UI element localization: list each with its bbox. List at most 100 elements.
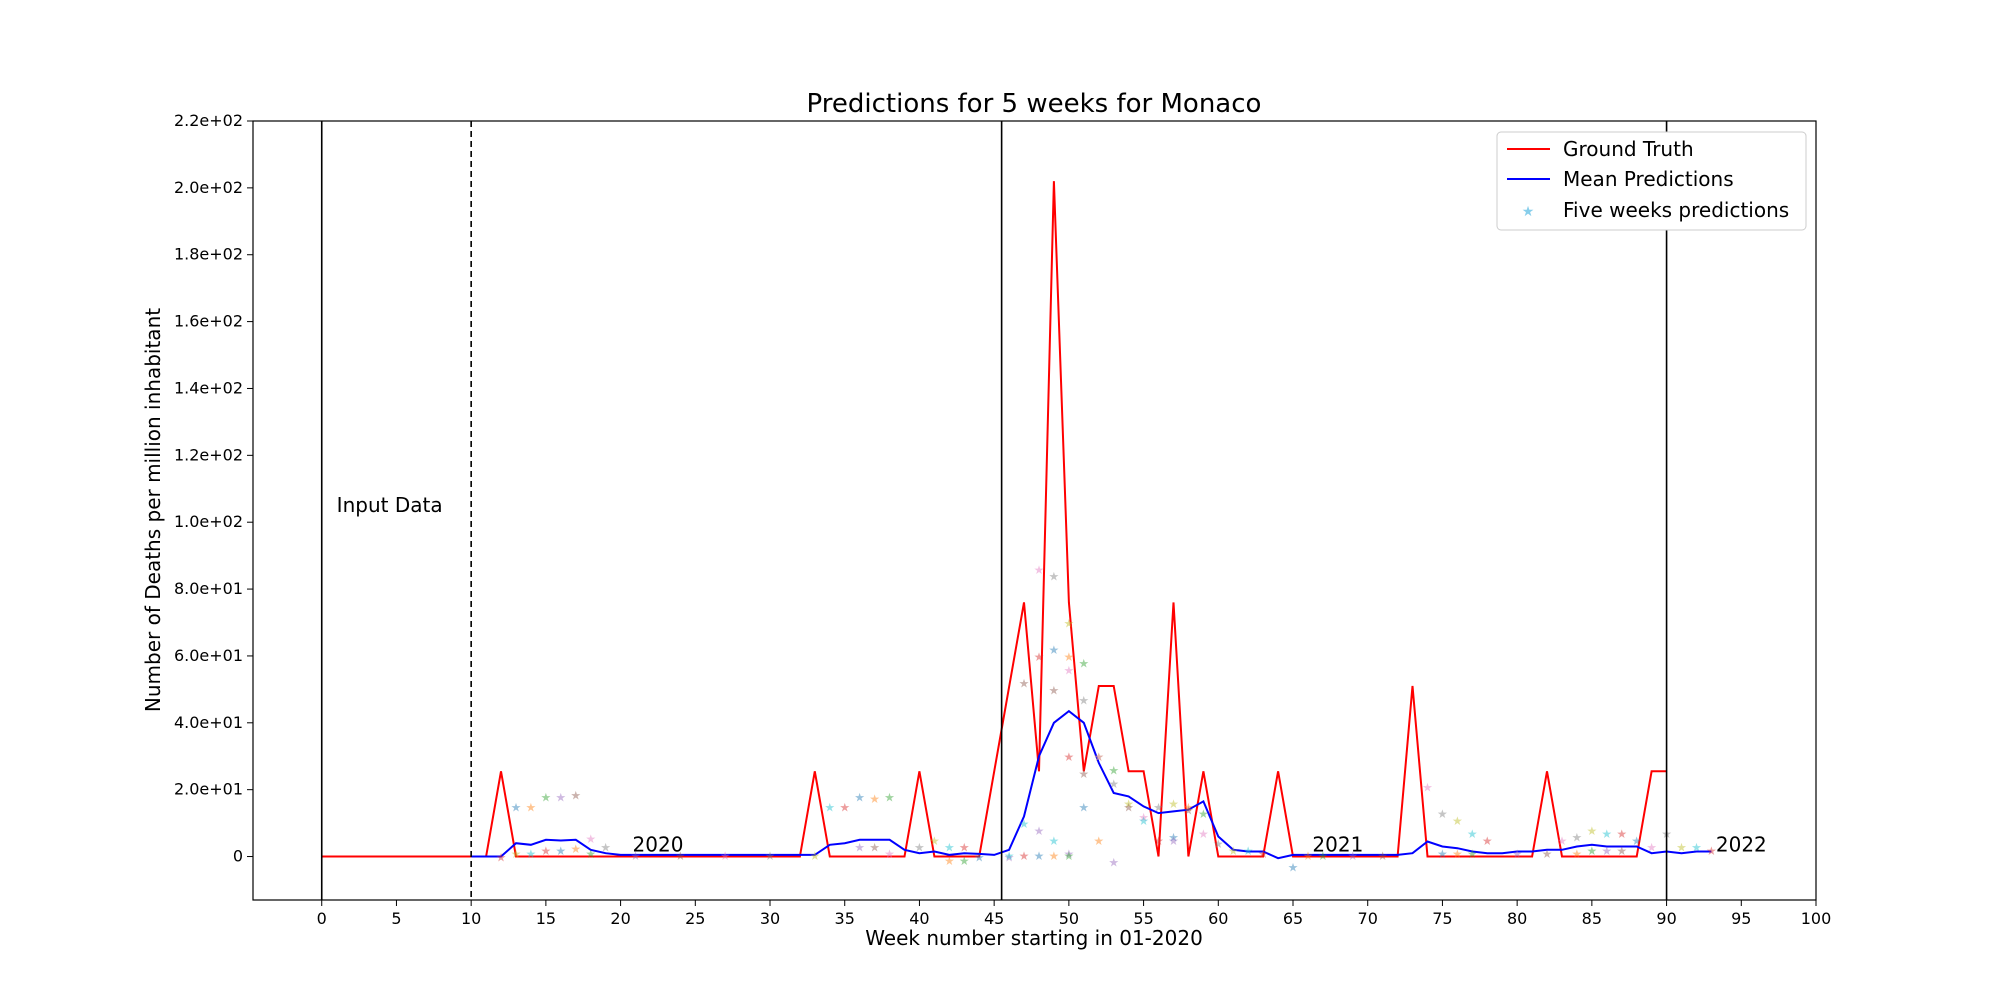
- prediction-point: ★: [1586, 844, 1597, 858]
- series-line-mean-predictions: [471, 709, 1712, 860]
- prediction-point: ★: [1258, 847, 1269, 861]
- prediction-point: ★: [511, 800, 522, 814]
- prediction-point: ★: [675, 849, 686, 863]
- vertical-lines: [320, 121, 1668, 900]
- prediction-point: ★: [1437, 807, 1448, 821]
- prediction-point: ★: [1063, 663, 1074, 677]
- x-tick-label: 10: [461, 909, 481, 928]
- prediction-point: ★: [1303, 849, 1314, 863]
- prediction-point: ★: [600, 841, 611, 855]
- x-tick-label: 65: [1283, 909, 1303, 928]
- legend: Ground Truth Mean Predictions ★ Five wee…: [1496, 131, 1807, 231]
- prediction-point: ★: [929, 834, 940, 848]
- prediction-point: ★: [585, 847, 596, 861]
- prediction-point: ★: [1004, 849, 1015, 863]
- prediction-point: ★: [1542, 847, 1553, 861]
- prediction-point: ★: [630, 849, 641, 863]
- prediction-point: ★: [1138, 814, 1149, 828]
- prediction-point: ★: [1183, 800, 1194, 814]
- prediction-point: ★: [1019, 817, 1030, 831]
- plot-area: [253, 121, 1816, 900]
- prediction-point: ★: [1706, 844, 1717, 858]
- prediction-point: ★: [555, 790, 566, 804]
- prediction-point: ★: [869, 841, 880, 855]
- prediction-point: ★: [944, 841, 955, 855]
- prediction-point: ★: [1034, 563, 1045, 577]
- prediction-point: ★: [1049, 849, 1060, 863]
- x-axis-label: Week number starting in 01-2020: [865, 926, 1203, 950]
- y-tick-label: 6.0e+01: [174, 646, 243, 665]
- prediction-point: ★: [1482, 834, 1493, 848]
- prediction-point: ★: [1646, 841, 1657, 855]
- series-line-ground-truth: [321, 181, 1667, 858]
- prediction-point: ★: [1063, 617, 1074, 631]
- prediction-point: ★: [1586, 824, 1597, 838]
- prediction-point: ★: [1228, 844, 1239, 858]
- prediction-point: ★: [526, 800, 537, 814]
- y-tick-label: 2.0e+01: [174, 780, 243, 799]
- prediction-point: ★: [1288, 861, 1299, 875]
- prediction-point: ★: [585, 832, 596, 846]
- prediction-point: ★: [1631, 834, 1642, 848]
- prediction-point: ★: [1512, 847, 1523, 861]
- prediction-point: ★: [720, 849, 731, 863]
- annotation-text: 2022: [1716, 833, 1767, 857]
- prediction-point: ★: [1467, 847, 1478, 861]
- x-tick-label: 30: [760, 909, 780, 928]
- y-tick-label: 4.0e+01: [174, 713, 243, 732]
- legend-five-weeks-label: Five weeks predictions: [1563, 198, 1789, 222]
- prediction-point: ★: [1422, 780, 1433, 794]
- prediction-point: ★: [1019, 677, 1030, 691]
- prediction-point: ★: [1153, 800, 1164, 814]
- x-tick-label: 40: [909, 909, 929, 928]
- x-tick-label: 90: [1656, 909, 1676, 928]
- prediction-point: ★: [1616, 844, 1627, 858]
- prediction-point: ★: [1034, 824, 1045, 838]
- prediction-point: ★: [1108, 856, 1119, 870]
- prediction-point: ★: [1004, 851, 1015, 865]
- prediction-point: ★: [1093, 834, 1104, 848]
- prediction-point: ★: [824, 800, 835, 814]
- prediction-point: ★: [1437, 847, 1448, 861]
- prediction-point: ★: [1049, 834, 1060, 848]
- prediction-point: ★: [1198, 827, 1209, 841]
- prediction-point: ★: [1452, 814, 1463, 828]
- x-tick-label: 95: [1731, 909, 1751, 928]
- prediction-point: ★: [1676, 841, 1687, 855]
- prediction-point: ★: [1063, 847, 1074, 861]
- prediction-point: ★: [1093, 750, 1104, 764]
- prediction-point: ★: [1557, 834, 1568, 848]
- x-tick-label: 50: [1059, 909, 1079, 928]
- y-tick-label: 1.4e+02: [174, 378, 243, 397]
- annotation-text: 2020: [633, 833, 684, 857]
- prediction-point: ★: [1377, 849, 1388, 863]
- x-tick-label: 100: [1801, 909, 1832, 928]
- prediction-point: ★: [1616, 827, 1627, 841]
- prediction-point: ★: [496, 851, 507, 865]
- prediction-point: ★: [540, 790, 551, 804]
- x-tick-label: 0: [317, 909, 327, 928]
- x-tick-label: 60: [1208, 909, 1228, 928]
- prediction-point: ★: [1168, 797, 1179, 811]
- prediction-point: ★: [570, 789, 581, 803]
- prediction-point: ★: [1108, 764, 1119, 778]
- y-tick-label: 0: [233, 847, 243, 866]
- prediction-point: ★: [869, 792, 880, 806]
- prediction-point: ★: [1138, 810, 1149, 824]
- prediction-point: ★: [1213, 837, 1224, 851]
- prediction-point: ★: [1243, 844, 1254, 858]
- legend-mean-predictions-label: Mean Predictions: [1563, 167, 1734, 191]
- prediction-point: ★: [1153, 834, 1164, 848]
- prediction-point: ★: [884, 847, 895, 861]
- prediction-point: ★: [854, 841, 865, 855]
- y-tick-label: 1.2e+02: [174, 445, 243, 464]
- prediction-point: ★: [1034, 650, 1045, 664]
- x-tick-label: 20: [610, 909, 630, 928]
- prediction-point: ★: [1318, 849, 1329, 863]
- y-tick-label: 2.0e+02: [174, 178, 243, 197]
- prediction-point: ★: [1049, 643, 1060, 657]
- x-tick-label: 25: [685, 909, 705, 928]
- x-tick-label: 75: [1432, 909, 1452, 928]
- prediction-point: ★: [765, 849, 776, 863]
